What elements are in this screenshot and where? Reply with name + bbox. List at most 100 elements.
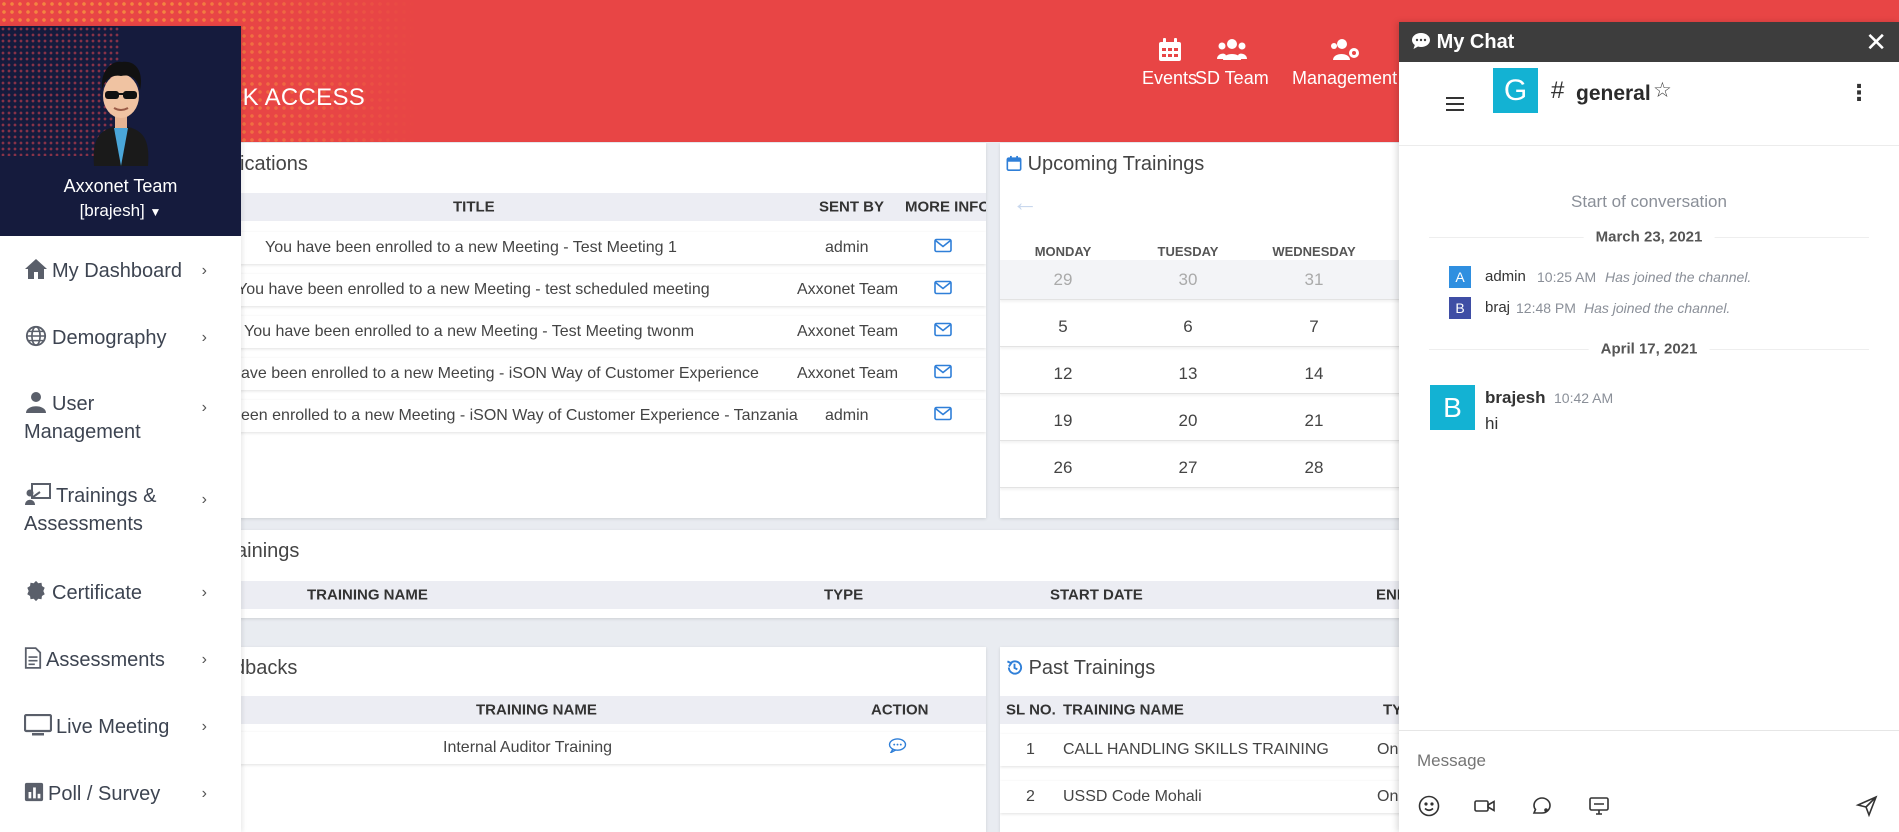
- user-avatar[interactable]: B: [1430, 385, 1475, 430]
- col-training-name: TRAINING NAME: [1063, 701, 1184, 719]
- date-divider: March 23, 2021: [1429, 228, 1869, 246]
- calendar-day[interactable]: 31: [1304, 269, 1324, 289]
- table-row: 1 CALL HANDLING SKILLS TRAINING On: [1000, 734, 1420, 766]
- feedbacks-title: dbacks: [234, 657, 298, 679]
- mail-icon[interactable]: [934, 406, 952, 426]
- system-message: Has joined the channel.: [1605, 269, 1752, 285]
- profile-user-dropdown[interactable]: [brajesh] ▼: [79, 201, 162, 220]
- calendar-icon: [1006, 155, 1022, 171]
- calendar-day[interactable]: 28: [1304, 457, 1324, 477]
- room-avatar[interactable]: G: [1493, 68, 1538, 113]
- file-icon: [24, 647, 42, 669]
- users-gear-icon: [1330, 39, 1359, 60]
- upcoming-title: Upcoming Trainings: [1006, 153, 1204, 176]
- calendar-day[interactable]: 6: [1183, 316, 1193, 336]
- date-divider: April 17, 2021: [1429, 340, 1869, 358]
- chevron-right-icon: ›: [201, 650, 207, 668]
- video-icon[interactable]: [1473, 794, 1497, 818]
- calendar-day[interactable]: 7: [1309, 316, 1319, 336]
- presentation-icon: [25, 483, 51, 505]
- nav-management[interactable]: Management: [1292, 38, 1397, 89]
- calendar-week: 29 30 31: [1000, 260, 1420, 300]
- table-row: ave been enrolled to a new Meeting - iSO…: [232, 358, 986, 390]
- col-sl-no: SL NO.: [1006, 701, 1056, 719]
- nav-events-label: Events: [1142, 68, 1198, 88]
- calendar-day[interactable]: 13: [1178, 363, 1198, 383]
- message-text: hi: [1485, 414, 1499, 433]
- nav-sd-team-label: SD Team: [1195, 68, 1269, 88]
- profile-panel: Axxonet Team [brajesh] ▼: [0, 26, 241, 236]
- chat-titlebar: My Chat ✕: [1399, 22, 1899, 62]
- sidebar-item-demography[interactable]: Demography ›: [0, 325, 241, 350]
- caret-down-icon: ▼: [149, 205, 162, 219]
- conversation-start: Start of conversation: [1571, 192, 1727, 211]
- chevron-right-icon: ›: [201, 717, 207, 735]
- sidebar-menu: My Dashboard › Demography › User Managem…: [0, 258, 241, 806]
- table-row: You have been enrolled to a new Meeting …: [232, 274, 986, 306]
- send-icon[interactable]: [1855, 794, 1879, 818]
- quick-access-title: CK ACCESS: [225, 84, 366, 111]
- sidebar-item-live-meeting[interactable]: Live Meeting ›: [0, 713, 241, 739]
- star-icon[interactable]: ☆: [1653, 79, 1672, 102]
- message-input[interactable]: [1417, 747, 1877, 775]
- prev-month-arrow[interactable]: ←: [1012, 187, 1038, 217]
- calendar-icon: [1158, 38, 1181, 61]
- sidebar-item-my-dashboard[interactable]: My Dashboard ›: [0, 258, 241, 283]
- calendar-day[interactable]: 26: [1053, 457, 1073, 477]
- calendar-week: 19 20 21: [1000, 401, 1420, 441]
- message-composer: [1399, 730, 1899, 832]
- message-author[interactable]: braj: [1485, 299, 1511, 316]
- col-training-name: TRAINING NAME: [307, 586, 428, 604]
- col-sent-by: SENT BY: [819, 198, 885, 216]
- kebab-menu-icon[interactable]: ⋮: [1848, 80, 1870, 105]
- close-icon[interactable]: ✕: [1865, 27, 1887, 57]
- room-name[interactable]: general: [1576, 82, 1651, 105]
- table-row: You have been enrolled to a new Meeting …: [232, 316, 986, 348]
- calendar-day[interactable]: 29: [1053, 269, 1073, 289]
- calendar-day[interactable]: 27: [1178, 457, 1198, 477]
- table-row: You have been enrolled to a new Meeting …: [232, 232, 986, 264]
- calendar-day[interactable]: 21: [1304, 410, 1324, 430]
- discussion-icon[interactable]: [1530, 794, 1554, 818]
- mail-icon[interactable]: [934, 364, 952, 384]
- calendar-day[interactable]: 19: [1053, 410, 1073, 430]
- sidebar-item-trainings-assessments[interactable]: Trainings & Assessments ›: [24, 483, 207, 535]
- nav-sd-team[interactable]: SD Team: [1195, 38, 1269, 89]
- calendar-day[interactable]: 5: [1058, 316, 1068, 336]
- calendar-day[interactable]: 12: [1053, 363, 1073, 383]
- user-icon: [26, 392, 46, 413]
- notifications-header: TITLE SENT BY MORE INFO: [232, 193, 986, 221]
- chevron-right-icon: ›: [201, 784, 207, 802]
- sidebar-item-assessments[interactable]: Assessments ›: [0, 647, 241, 672]
- user-avatar[interactable]: B: [1449, 297, 1471, 319]
- nav-events[interactable]: Events: [1142, 38, 1197, 89]
- col-start-date: START DATE: [1050, 586, 1143, 604]
- user-avatar[interactable]: A: [1449, 266, 1471, 288]
- comment-icon: [1412, 33, 1430, 49]
- avatar[interactable]: [76, 54, 166, 166]
- feedback-chat-icon[interactable]: [888, 738, 907, 758]
- calendar-day[interactable]: 30: [1178, 269, 1198, 289]
- calendar-day[interactable]: 20: [1178, 410, 1198, 430]
- past-header: SL NO. TRAINING NAME TY: [1000, 696, 1420, 724]
- message-time: 12:48 PM: [1516, 300, 1576, 316]
- message-time: 10:42 AM: [1554, 390, 1614, 406]
- hamburger-menu-icon[interactable]: [1445, 96, 1465, 112]
- chevron-right-icon: ›: [201, 491, 207, 508]
- calendar-day[interactable]: 14: [1304, 363, 1324, 383]
- chevron-right-icon: ›: [201, 261, 207, 279]
- mail-icon[interactable]: [934, 322, 952, 342]
- col-type: TY: [1383, 701, 1403, 719]
- screen-share-icon[interactable]: [1587, 794, 1611, 818]
- message-author[interactable]: brajesh: [1485, 388, 1546, 407]
- mail-icon[interactable]: [934, 280, 952, 300]
- trainings-header: TRAINING NAME TYPE START DATE END: [232, 581, 1420, 609]
- mail-icon[interactable]: [934, 238, 952, 258]
- col-action: ACTION: [871, 701, 929, 719]
- message-author[interactable]: admin: [1485, 268, 1526, 285]
- sidebar-item-certificate[interactable]: Certificate ›: [0, 580, 241, 605]
- table-row: een enrolled to a new Meeting - iSON Way…: [232, 400, 986, 432]
- sidebar-item-user-management[interactable]: User Management ›: [24, 392, 207, 443]
- sidebar-item-poll-survey[interactable]: Poll / Survey ›: [0, 781, 241, 806]
- emoji-icon[interactable]: [1417, 794, 1441, 818]
